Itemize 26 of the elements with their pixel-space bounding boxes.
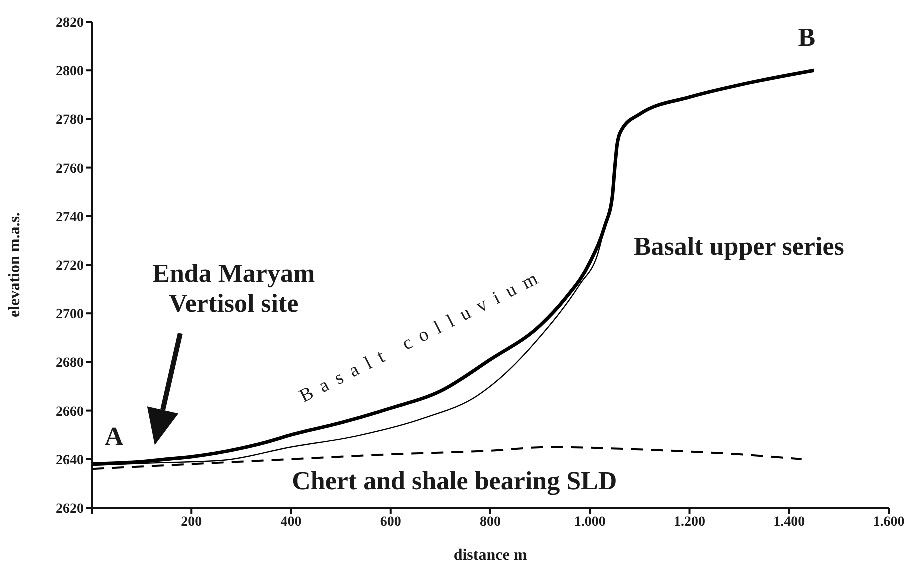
x-axis-title: distance m [454,547,528,564]
annotation: Chert and shale bearing SLD [292,466,618,495]
y-tick-label: 2780 [56,113,84,128]
y-tick-label: 2740 [56,210,84,226]
x-tick-label: 1.000 [574,514,606,530]
y-tick-label: 2700 [56,308,84,323]
x-tick-label: 600 [380,514,402,530]
annotation: A [104,422,124,451]
x-tick-label: 200 [181,514,202,530]
x-tick-label: 800 [480,514,501,530]
y-tick-label: 2640 [56,453,84,468]
y-tick-label: 2620 [56,502,84,517]
y-tick-label: 2720 [56,258,84,274]
annotation: Enda Maryam Vertisol site [152,258,316,318]
x-tick-label: 1.400 [774,514,806,530]
annotation: B [798,22,816,52]
annotation: Basalt upper series [634,232,844,261]
x-tick-label: 400 [280,514,302,530]
y-tick-label: 2820 [56,16,84,31]
y-tick-label: 2800 [56,64,84,80]
x-tick-label: 1.600 [873,514,905,530]
y-tick-label: 2660 [56,404,84,420]
y-tick-label: 2760 [56,162,84,177]
y-axis-title: elevation m.a.s. [6,212,24,318]
y-tick-label: 2680 [56,356,84,372]
x-tick-label: 1.200 [674,514,706,530]
